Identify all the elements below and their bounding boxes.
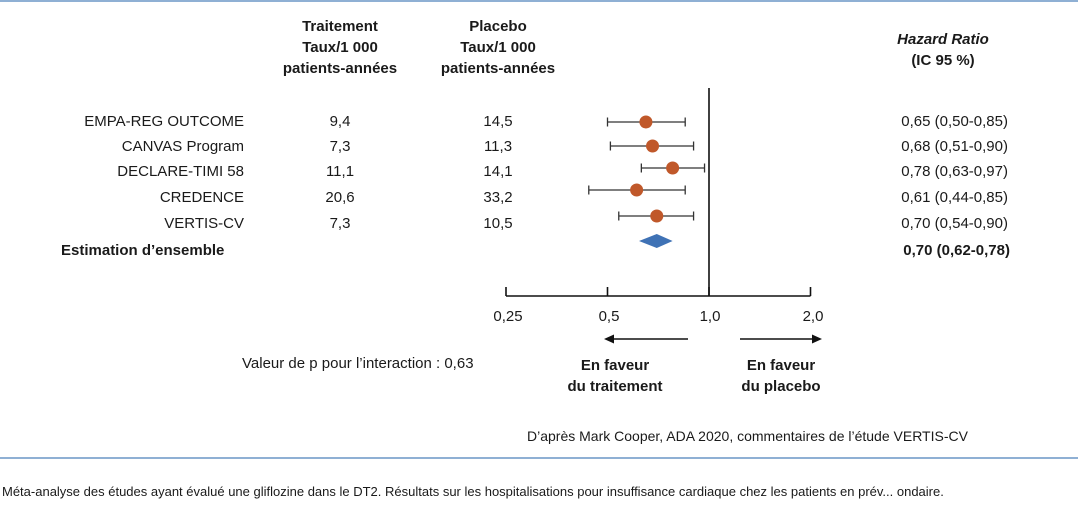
study-treatment-rate: 7,3	[329, 138, 351, 155]
study-name: DECLARE-TIMI 58	[117, 163, 244, 180]
overall-hr-label: 0,70 (0,62-0,78)	[903, 242, 1010, 259]
overall-name: Estimation d’ensemble	[61, 242, 225, 259]
axis-tick-label: 2,0	[802, 308, 824, 325]
favour-placebo-arrowhead	[812, 334, 822, 344]
favour-treatment-line2: du traitement	[567, 378, 663, 395]
study-treatment-rate: 20,6	[325, 189, 355, 206]
hr-header-line1: Hazard Ratio	[897, 31, 989, 48]
hr-column-header: Hazard Ratio (IC 95 %)	[843, 29, 1043, 71]
study-placebo-rate: 10,5	[483, 215, 513, 232]
study-name: CANVAS Program	[121, 138, 244, 155]
hr-header-line2: (IC 95 %)	[911, 52, 975, 69]
treatment-header-line2: Taux/1 000	[302, 39, 378, 56]
treatment-column-header: Traitement Taux/1 000 patients-années	[240, 16, 440, 79]
study-placebo-rate: 14,1	[483, 163, 513, 180]
hr-point	[630, 183, 644, 197]
favour-placebo-line1: En faveur	[746, 357, 816, 374]
favour-placebo-line2: du placebo	[741, 378, 821, 395]
favour-placebo-label: En faveur du placebo	[706, 355, 856, 397]
interaction-p-value: Valeur de p pour l’interaction : 0,63	[242, 355, 474, 372]
study-name: CREDENCE	[159, 189, 244, 206]
treatment-header-line1: Traitement	[302, 18, 378, 35]
hr-point	[646, 139, 660, 153]
study-hr-label: 0,78 (0,63-0,97)	[901, 163, 1008, 180]
study-treatment-rate: 7,3	[329, 215, 351, 232]
study-placebo-rate: 14,5	[483, 113, 513, 130]
study-name: EMPA-REG OUTCOME	[84, 113, 244, 130]
study-placebo-rate: 33,2	[483, 189, 513, 206]
top-rule	[0, 0, 1078, 2]
study-treatment-rate: 11,1	[325, 163, 355, 180]
hr-point	[666, 161, 680, 175]
placebo-header-line3: patients-années	[440, 60, 556, 77]
study-treatment-rate: 9,4	[329, 113, 351, 130]
treatment-header-line3: patients-années	[282, 60, 398, 77]
figure-caption: Méta-analyse des études ayant évalué une…	[2, 484, 944, 499]
placebo-header-line1: Placebo	[469, 18, 527, 35]
study-hr-label: 0,68 (0,51-0,90)	[901, 138, 1008, 155]
favour-treatment-arrowhead	[604, 334, 614, 344]
study-name: VERTIS-CV	[164, 215, 244, 232]
favour-treatment-line1: En faveur	[580, 357, 650, 374]
study-hr-label: 0,61 (0,44-0,85)	[901, 189, 1008, 206]
bottom-rule	[0, 457, 1078, 459]
axis-tick-label: 0,25	[493, 308, 523, 325]
axis-tick-label: 1,0	[699, 308, 721, 325]
study-placebo-rate: 11,3	[483, 138, 513, 155]
placebo-header-line2: Taux/1 000	[460, 39, 536, 56]
source-note: D’après Mark Cooper, ADA 2020, commentai…	[527, 428, 968, 444]
axis-tick-label: 0,5	[598, 308, 620, 325]
overall-diamond	[638, 234, 673, 248]
hr-point	[639, 115, 653, 129]
hr-point	[650, 209, 664, 223]
study-hr-label: 0,65 (0,50-0,85)	[901, 113, 1008, 130]
favour-treatment-label: En faveur du traitement	[540, 355, 690, 397]
study-hr-label: 0,70 (0,54-0,90)	[901, 215, 1008, 232]
placebo-column-header: Placebo Taux/1 000 patients-années	[398, 16, 598, 79]
